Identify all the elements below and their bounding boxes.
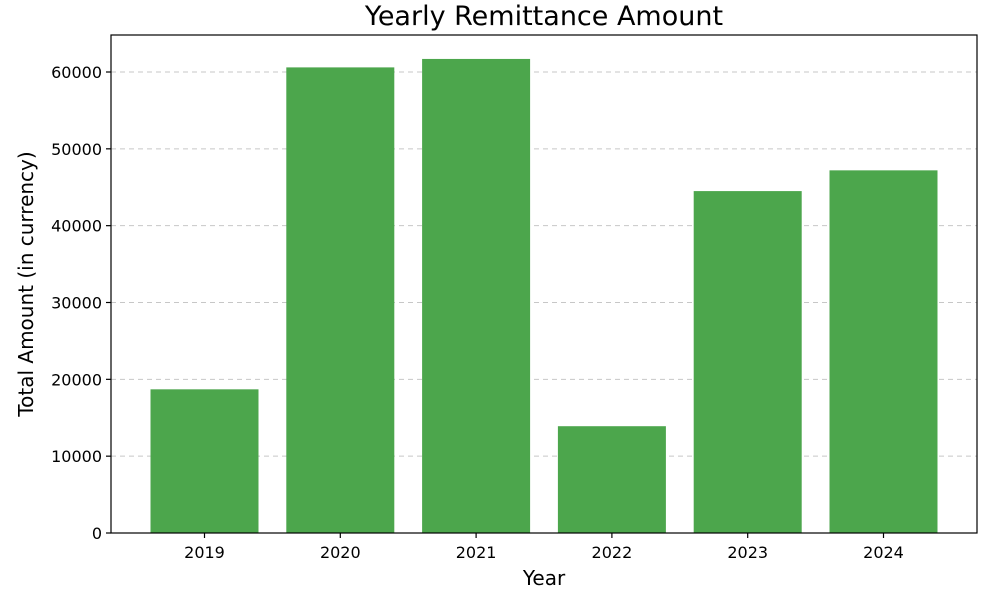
x-axis-ticks: 2019 2020 2021 2022 2023 2024	[184, 533, 904, 562]
y-tick-label: 0	[92, 524, 102, 543]
y-tick-label: 50000	[51, 140, 102, 159]
y-tick-label: 30000	[51, 294, 102, 313]
bar-2019	[150, 389, 259, 533]
bars	[150, 58, 938, 534]
y-tick-label: 40000	[51, 217, 102, 236]
bar-2024	[829, 170, 938, 533]
x-tick-label: 2019	[184, 543, 225, 562]
x-tick-label: 2020	[320, 543, 361, 562]
chart-title: Yearly Remittance Amount	[364, 1, 723, 32]
y-axis-ticks: 0 10000 20000 30000 40000 50000 60000	[51, 63, 111, 543]
y-tick-label: 20000	[51, 370, 102, 389]
bar-2020	[286, 67, 395, 533]
y-tick-label: 10000	[51, 447, 102, 466]
x-tick-label: 2021	[456, 543, 497, 562]
bar-2021	[422, 58, 531, 534]
x-tick-label: 2022	[592, 543, 633, 562]
bar-2022	[557, 426, 666, 533]
x-tick-label: 2023	[727, 543, 768, 562]
bar-2023	[693, 191, 802, 533]
x-axis-label: Year	[522, 566, 566, 590]
x-tick-label: 2024	[863, 543, 904, 562]
y-tick-label: 60000	[51, 63, 102, 82]
plot-frame	[110, 34, 978, 534]
y-axis-label: Total Amount (in currency)	[14, 151, 38, 417]
